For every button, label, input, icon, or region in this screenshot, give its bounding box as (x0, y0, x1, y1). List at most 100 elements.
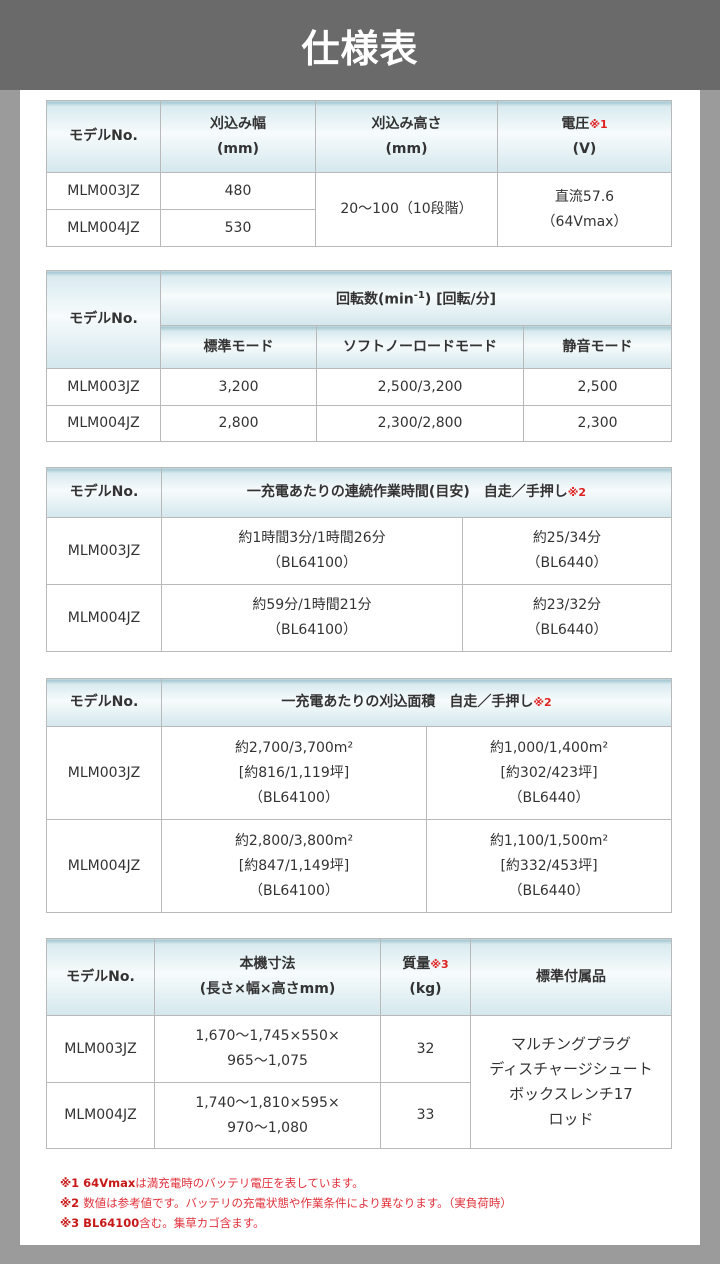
cell-text: [約302/423坪] (500, 764, 598, 781)
header-cell: モデルNo. (46, 938, 155, 1016)
table-row: MLM003JZ 1,670～1,745×550× 965～1,075 32 マルチング… (46, 1015, 672, 1149)
table-cell: 530 (160, 209, 316, 247)
cell-text: （BL6440） (526, 622, 608, 638)
cell-text: 965～1,075 (227, 1053, 308, 1069)
table-cell: MLM004JZ (46, 209, 161, 247)
cell-text: ロッド (548, 1110, 594, 1128)
header-cell: 一充電あたりの連続作業時間(目安) 自走／手押し※2 (161, 467, 672, 518)
table-cell: 480 (160, 172, 316, 210)
cell-text: (mm) (385, 140, 428, 157)
cell-text: 刈込み幅 (210, 115, 266, 132)
table-row: MLM004JZ 約2,800/3,800m² [約847/1,149坪] （BL64… (46, 819, 673, 913)
table-cell: 1,740～1,810×595× 970～1,080 (154, 1082, 381, 1149)
cell-text: （BL64100） (249, 789, 339, 806)
cell-text: ※2 (60, 1196, 84, 1210)
cell-text: （64Vmax） (541, 213, 628, 230)
table-cell: 20～100（10段階） (315, 172, 498, 247)
table-row: MLM004JZ 530 (46, 209, 672, 247)
cell-text: ボックスレンチ17 (509, 1085, 633, 1103)
cell-text: 質量 (402, 956, 431, 972)
table-cell: 約2,800/3,800m² [約847/1,149坪] （BL64100） (161, 819, 427, 913)
table-cell: 約1,100/1,500m² [約332/453坪] （BL6440） (425, 819, 673, 913)
table-cell: MLM004JZ (46, 405, 161, 442)
cell-text: ※3 (430, 958, 449, 971)
table-cell: MLM003JZ (46, 368, 161, 406)
cell-text: （BL6440） (508, 789, 590, 806)
cell-text: 1,740～1,810×595× (195, 1094, 340, 1111)
table-row: MLM003JZ 約2,700/3,700m² [約816/1,119坪] （BL64… (46, 726, 673, 820)
footnote: ※1 64Vmaxは満充電時のバッテリ電圧を表しています。 (60, 1173, 512, 1193)
header-cell: 刈込み高さ (mm) (315, 100, 498, 173)
table-cell: MLM003JZ (46, 517, 162, 585)
cell-text: ※1 64Vmax (60, 1176, 136, 1190)
cell-text: は満充電時のバッテリ電圧を表しています。 (135, 1176, 364, 1190)
cell-text: ※1 (589, 117, 608, 131)
cell-text: （BL64100） (267, 555, 357, 571)
cell-text: [約816/1,119坪] (238, 764, 350, 781)
table-row: MLM003JZ 480 20～100（10段階） 直流57.6 （64Vmax） (46, 172, 672, 247)
cell-text: ※2 (533, 696, 552, 709)
cell-text: 含む。集草カゴ含ます。 (139, 1216, 265, 1230)
header-cell: モデルNo. (46, 270, 161, 369)
table-cell: 2,300/2,800 (316, 405, 524, 442)
header-cell: モデルNo. (46, 467, 162, 518)
table-cell: 32 (380, 1015, 471, 1083)
page-title: 仕様表 (301, 26, 419, 71)
cell-text: 直流57.6 (554, 188, 615, 205)
table-row: MLM003JZ 約1時間3分/1時間26分 （BL64100） 約25/34分 （BL… (46, 517, 672, 585)
header-cell: 標準モード (160, 325, 317, 369)
table-cell: MLM003JZ (46, 1015, 155, 1083)
table-cell: 約1,000/1,400m² [約302/423坪] （BL6440） (425, 726, 673, 820)
cell-text: (V) (572, 140, 597, 157)
table-cell: 2,300 (523, 405, 672, 442)
header-cell: 回転数(min-1) [回転/分] (160, 270, 672, 326)
cell-text: ) [回転/分] (424, 291, 497, 308)
model-header: モデルNo. (46, 100, 161, 173)
header-cell: ソフトノーロードモード (316, 325, 524, 369)
cell-text: 約25/34分 (532, 530, 602, 546)
spec-table-4: モデルNo. 一充電あたりの刈込面積 自走／手押し※2 MLM003JZ 約2,70… (46, 678, 673, 913)
cell-text: 一充電あたりの刈込面積 自走／手押し (281, 694, 534, 710)
spec-table-5: モデルNo. 本機寸法 (長さ×幅×高さmm) 質量※3 (kg) 標準付属品 MLM00… (46, 938, 672, 1149)
footnotes: ※1 64Vmaxは満充電時のバッテリ電圧を表しています。 ※2 数値は参考値で… (60, 1173, 512, 1233)
cell-text: (長さ×幅×高さmm) (199, 981, 336, 997)
cell-text: 約2,700/3,700m² (234, 739, 354, 756)
header-cell: 電圧※1 (V) (497, 100, 672, 173)
cell-text: （BL6440） (526, 555, 608, 571)
spec-table-2: モデルNo. 回転数(min-1) [回転/分] 標準モード ソフトノーロードモード… (46, 270, 672, 442)
table-cell: 約25/34分 （BL6440） (462, 517, 672, 585)
cell-text: 約1時間3分/1時間26分 (238, 530, 386, 546)
cell-text: 本機寸法 (239, 956, 296, 972)
cell-text: 約2,800/3,800m² (234, 832, 354, 849)
table-cell: 3,200 (160, 368, 317, 406)
spec-table-1: モデルNo. 刈込み幅 (mm) 刈込み高さ (mm) 電圧※1 (V) MLM003… (46, 100, 672, 247)
header-bar: 仕様表 (0, 0, 720, 90)
cell-text: マルチングプラグ (510, 1035, 631, 1053)
cell-text: 約23/32分 (532, 597, 602, 613)
cell-text: 約1,000/1,400m² (489, 739, 609, 756)
table-cell: 33 (380, 1082, 471, 1149)
table-cell: 1,670～1,745×550× 965～1,075 (154, 1015, 381, 1083)
header-cell: 一充電あたりの刈込面積 自走／手押し※2 (160, 678, 673, 727)
cell-text: (mm) (217, 140, 259, 157)
header-cell: 刈込み幅 (mm) (160, 100, 316, 173)
table-cell: MLM003JZ (46, 726, 162, 820)
cell-text: （BL64100） (249, 882, 339, 899)
table-row: MLM004JZ 約59分/1時間21分 （BL64100） 約23/32分 （BL64… (46, 584, 672, 652)
header-cell: 質量※3 (kg) (380, 938, 471, 1016)
cell-text: 刈込み高さ (371, 115, 442, 132)
header-cell: 標準付属品 (470, 938, 672, 1016)
table-cell: MLM004JZ (46, 584, 162, 652)
cell-text: 一充電あたりの連続作業時間(目安) 自走／手押し (246, 484, 568, 500)
table-cell: 約59分/1時間21分 （BL64100） (161, 584, 463, 652)
table-cell: 2,500/3,200 (316, 368, 524, 406)
table-cell: 約1時間3分/1時間26分 （BL64100） (161, 517, 463, 585)
cell-text: [約332/453坪] (500, 857, 598, 874)
cell-text: ディスチャージシュート (489, 1060, 653, 1078)
cell-text: （BL6440） (508, 882, 590, 899)
table-row: MLM004JZ 2,800 2,300/2,800 2,300 (46, 405, 672, 442)
cell-text: 電圧 (561, 115, 590, 132)
footnote: ※3 BL64100含む。集草カゴ含ます。 (60, 1213, 512, 1233)
header-cell: 本機寸法 (長さ×幅×高さmm) (154, 938, 381, 1016)
cell-text: 数値は参考値です。バッテリの充電状態や作業条件により異なります。（実負荷時） (83, 1196, 512, 1210)
